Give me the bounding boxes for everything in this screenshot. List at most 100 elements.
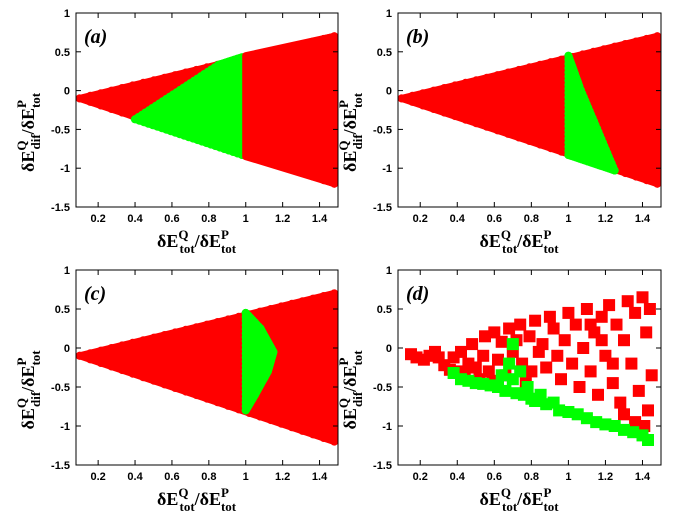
marker-d-s1 xyxy=(590,416,603,429)
marker-d-s0 xyxy=(482,365,495,378)
marker-d-s0 xyxy=(614,396,627,409)
y-tick-label-b: 0.5 xyxy=(377,47,392,59)
marker-d-s0 xyxy=(503,322,516,335)
marker-c-s0 xyxy=(139,336,148,345)
y-tick-label-b: -0.5 xyxy=(373,124,392,136)
marker-c-s0 xyxy=(150,376,158,385)
marker-b-s0 xyxy=(398,94,406,103)
marker-a-s0 xyxy=(139,78,148,87)
marker-c-s0 xyxy=(256,307,264,316)
y-tick-label-c: 0.5 xyxy=(55,304,70,316)
marker-d-s0 xyxy=(477,349,490,362)
marker-a-s0 xyxy=(107,105,116,113)
panel-label-b: (b) xyxy=(406,26,429,48)
marker-c-s0 xyxy=(330,295,338,304)
marker-b-s0 xyxy=(429,105,438,113)
marker-c-s0 xyxy=(256,412,264,421)
marker-c-s0 xyxy=(118,366,127,375)
marker-b-s0 xyxy=(621,169,630,178)
marker-d-s0 xyxy=(632,384,645,397)
marker-d-s0 xyxy=(629,306,642,319)
y-axis-label-a: δEQdif/δEPtot xyxy=(14,92,43,172)
marker-b-s0 xyxy=(557,55,566,64)
marker-b-s0 xyxy=(461,115,470,124)
marker-c-s0 xyxy=(330,326,338,335)
panel-a: 0.2 0.4 0.6 0.8 1 1.2 1.4 -1.5 -1 -0.5 0 0.5 1 (a) δEQ… xyxy=(14,8,339,256)
marker-b-s0 xyxy=(653,155,661,164)
marker-b-s0 xyxy=(653,167,661,176)
marker-c-s0 xyxy=(118,341,127,350)
marker-d-s1 xyxy=(514,365,527,378)
marker-c-s0 xyxy=(150,333,158,342)
marker-b-s0 xyxy=(408,97,417,106)
marker-c-s0 xyxy=(330,437,338,446)
marker-c-s0 xyxy=(309,430,318,439)
marker-c-s0 xyxy=(330,307,338,316)
marker-c-s0 xyxy=(76,351,84,360)
marker-b-s0 xyxy=(482,122,491,131)
marker-a-s0 xyxy=(118,84,127,92)
marker-d-s1 xyxy=(627,426,640,439)
marker-d-s0 xyxy=(595,310,608,323)
x-tick-label-c: 1.4 xyxy=(312,471,328,483)
marker-d-s1 xyxy=(503,357,516,370)
marker-c-s0 xyxy=(234,312,243,321)
y-tick-label-a: -1 xyxy=(60,163,70,175)
marker-d-s0 xyxy=(466,338,479,351)
y-tick-label-d: -0.5 xyxy=(373,382,392,394)
x-tick-label-a: 1.4 xyxy=(312,213,328,225)
y-tick-label-c: -0.5 xyxy=(51,382,70,394)
marker-b-s0 xyxy=(653,38,661,47)
x-tick-label-d: 0.8 xyxy=(524,471,539,483)
marker-c-s0 xyxy=(298,426,307,435)
marker-b-s0 xyxy=(440,84,449,92)
marker-d-s0 xyxy=(625,357,638,370)
marker-b-s0 xyxy=(642,34,651,43)
x-tick-label-a: 0.6 xyxy=(164,213,179,225)
x-tick-label-d: 0.4 xyxy=(450,471,466,483)
marker-b-s0 xyxy=(440,108,449,117)
marker-c-s0 xyxy=(330,412,338,421)
marker-d-s0 xyxy=(603,299,616,312)
x-tick-label-d: 1 xyxy=(565,471,571,483)
x-tick-label-b: 0.2 xyxy=(413,213,428,225)
marker-b-s0 xyxy=(504,129,513,138)
marker-d-s1 xyxy=(553,404,566,417)
y-axis-label-d: δEQdif/δEPtot xyxy=(336,350,365,430)
marker-b-s0 xyxy=(514,133,523,142)
x-tick-label-b: 0.8 xyxy=(524,213,539,225)
marker-c-s0 xyxy=(277,419,286,428)
marker-c-s0 xyxy=(266,416,275,425)
marker-d-s0 xyxy=(636,291,649,304)
marker-b-s0 xyxy=(482,73,491,82)
marker-d-s0 xyxy=(621,295,634,308)
marker-b-s0 xyxy=(493,71,502,80)
marker-d-s1 xyxy=(506,338,519,351)
x-tick-label-a: 1 xyxy=(243,213,249,225)
marker-c-s0 xyxy=(181,387,190,396)
marker-d-s1 xyxy=(571,408,584,421)
marker-c-s0 xyxy=(330,357,338,366)
x-tick-label-d: 1.4 xyxy=(635,471,651,483)
marker-d-s1 xyxy=(608,420,621,432)
marker-c-s0 xyxy=(266,305,275,313)
y-tick-label-a: -1.5 xyxy=(51,202,70,214)
marker-b-s0 xyxy=(653,173,661,182)
marker-a-s0 xyxy=(118,108,127,117)
marker-a-s0 xyxy=(96,89,105,98)
marker-c-s0 xyxy=(192,391,201,400)
y-tick-label-b: -1.5 xyxy=(373,202,392,214)
marker-d-s0 xyxy=(595,334,608,347)
x-tick-label-d: 0.2 xyxy=(413,471,428,483)
x-tick-label-c: 0.6 xyxy=(164,471,179,483)
marker-a-s0 xyxy=(86,91,95,100)
marker-a-s0 xyxy=(181,68,190,77)
marker-d-s1 xyxy=(642,434,654,446)
marker-d-s0 xyxy=(551,349,564,362)
marker-c-s0 xyxy=(319,292,328,300)
marker-c-s0 xyxy=(330,425,338,434)
marker-d-s1 xyxy=(562,406,575,418)
marker-d-s0 xyxy=(643,303,656,315)
y-tick-label-d: -1.5 xyxy=(373,460,392,472)
marker-c-s1 xyxy=(241,308,250,317)
